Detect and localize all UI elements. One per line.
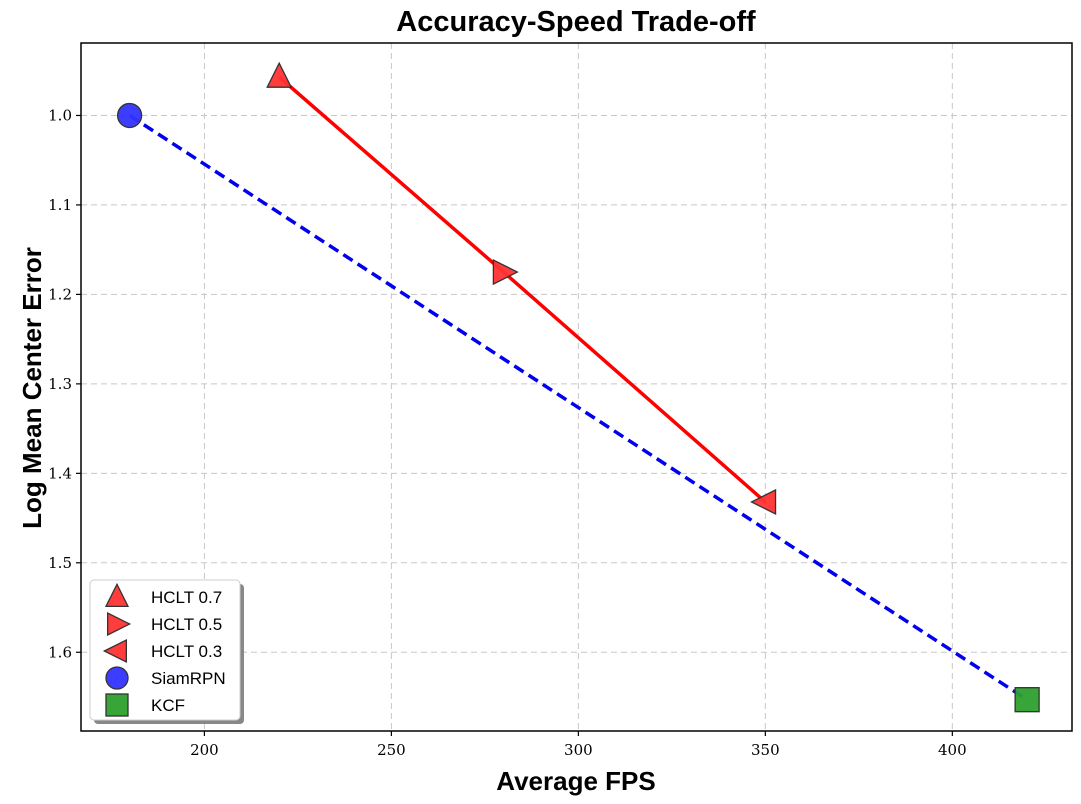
marker-kcf xyxy=(1014,687,1040,713)
chart-title: Accuracy-Speed Trade-off xyxy=(396,6,756,38)
legend-label-siamrpn: SiamRPN xyxy=(151,669,226,688)
marker-hclt-0-3 xyxy=(750,488,777,516)
dashed-trend-line xyxy=(128,114,1029,702)
y-axis-label: Log Mean Center Error xyxy=(17,247,47,529)
data-markers xyxy=(116,61,1040,713)
x-axis-label: Average FPS xyxy=(496,766,655,796)
y-tick-label: 1.1 xyxy=(48,196,72,214)
axis-ticks: 200 250 300 350 400 1.0 1.1 1.2 1.3 1.4 1.5 1.6 xyxy=(48,106,967,759)
legend-marker-hclt-0-5 xyxy=(107,611,132,637)
legend-label-hclt-0-3: HCLT 0.3 xyxy=(151,642,222,661)
y-tick-label: 1.4 xyxy=(48,464,72,482)
x-tick-label: 350 xyxy=(751,741,780,759)
legend-marker-hclt-0-7 xyxy=(104,582,130,607)
legend-box xyxy=(89,579,241,721)
x-tick-label: 300 xyxy=(564,741,593,759)
x-tick-label: 400 xyxy=(938,741,967,759)
y-tick-label: 1.2 xyxy=(48,285,72,303)
legend-label-kcf: KCF xyxy=(151,696,185,715)
legend-label-hclt-0-5: HCLT 0.5 xyxy=(151,615,222,634)
legend: HCLT 0.7 HCLT 0.5 HCLT 0.3 SiamRPN KCF xyxy=(89,579,244,724)
marker-hclt-0-7 xyxy=(266,61,293,88)
y-tick-label: 1.3 xyxy=(48,375,72,393)
legend-label-hclt-0-7: HCLT 0.7 xyxy=(151,588,222,607)
y-tick-label: 1.6 xyxy=(48,643,72,661)
marker-siamrpn xyxy=(116,102,143,129)
y-tick-label: 1.5 xyxy=(48,554,72,572)
plot-frame xyxy=(80,42,1073,732)
legend-marker-hclt-0-3 xyxy=(102,638,127,664)
marker-hclt-0-5 xyxy=(492,258,519,286)
y-tick-label: 1.0 xyxy=(48,106,72,124)
x-tick-label: 200 xyxy=(190,741,219,759)
grid xyxy=(81,43,1072,731)
legend-marker-kcf xyxy=(105,693,129,717)
legend-marker-siamrpn xyxy=(105,666,129,690)
x-tick-label: 250 xyxy=(377,741,406,759)
